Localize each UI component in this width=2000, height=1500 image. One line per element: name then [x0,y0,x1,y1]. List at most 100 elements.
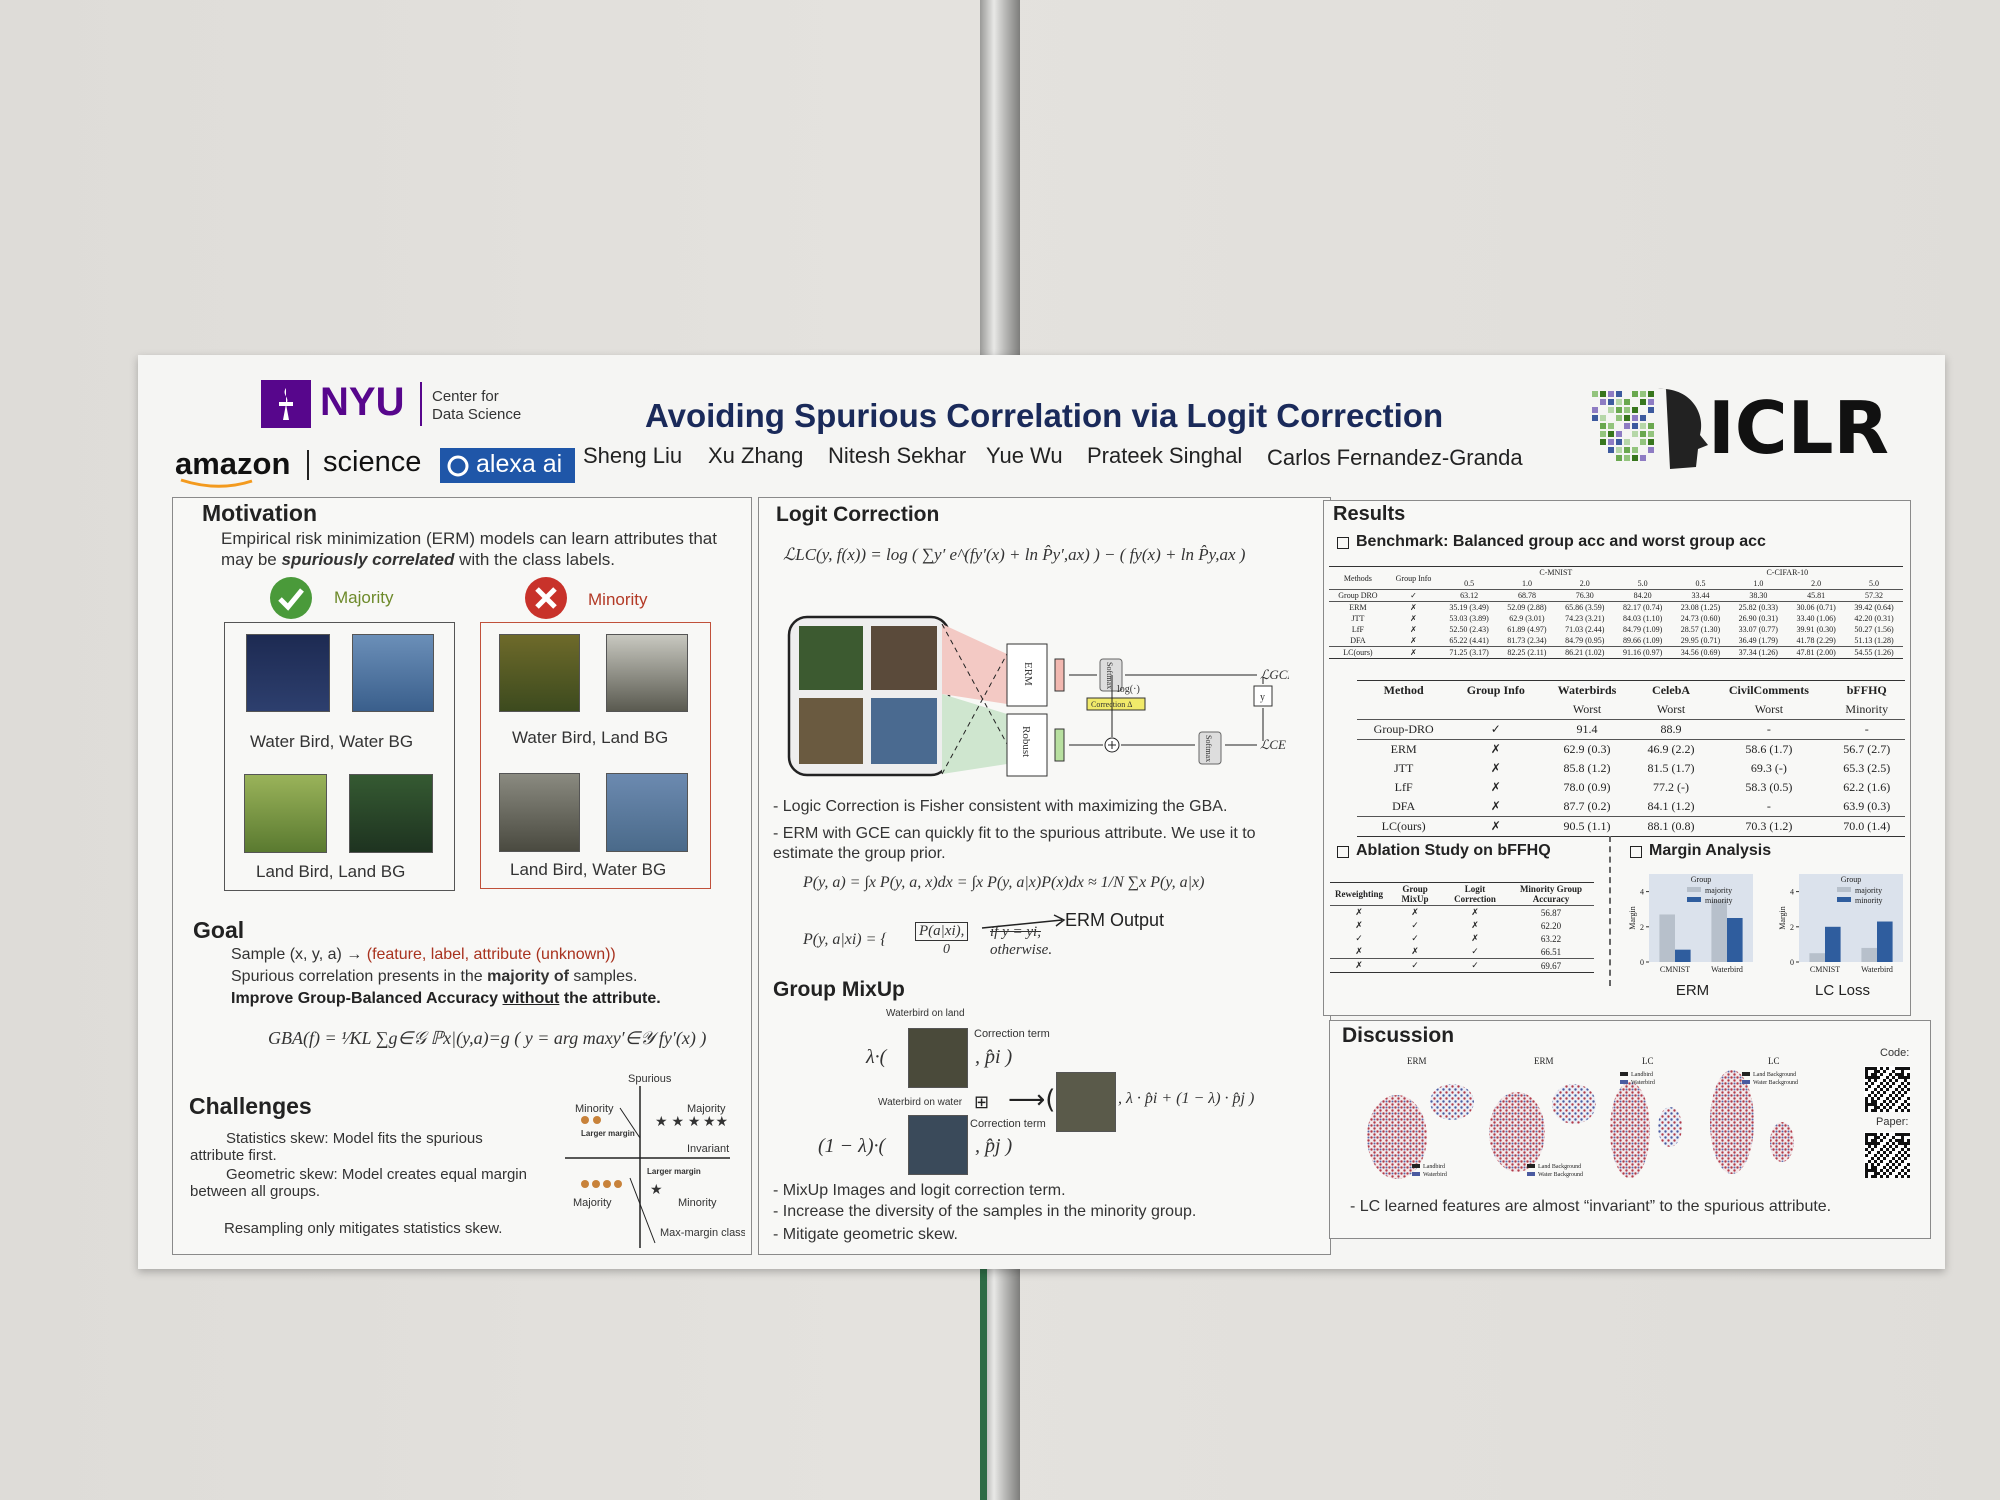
author: Nitesh Sekhar [828,443,967,468]
qr-module [1865,1175,1868,1178]
table-cell: 33.44 [1691,591,1710,600]
qr-module [1880,1073,1883,1076]
qr-module [1871,1175,1874,1178]
pixel [1616,455,1622,461]
qr-module [1895,1175,1898,1178]
alexa-logo: alexa ai [440,448,575,483]
qr-module [1889,1139,1892,1142]
bar [1675,949,1691,962]
qr-module [1883,1136,1886,1139]
pixel [1632,431,1638,437]
qr-module [1871,1076,1874,1079]
cable [980,1262,987,1500]
qr-module [1871,1097,1874,1100]
table-cell: 57.32 [1865,591,1884,600]
qr-module [1868,1076,1871,1079]
qr-module [1898,1106,1901,1109]
qr-module [1886,1097,1889,1100]
chart-label: LC Loss [1814,982,1871,999]
header-cell: CelebA [1652,683,1691,697]
y-tick-label: 4 [1790,888,1794,897]
table-cell: ✗ [1355,960,1363,970]
legend-swatch [1837,887,1851,892]
legend-swatch [1687,897,1701,902]
pixel [1648,399,1654,405]
pixel [1592,415,1598,421]
table-cell: 52.09 (2.88) [1507,603,1547,612]
table-cell: 63.9 (0.3) [1843,799,1891,813]
photo [352,634,434,712]
table-row: JTT ✗ 85.8 (1.2) 81.5 (1.7) 69.3 (-) 65.3 (2.… [1357,759,1905,778]
header-cell: Reweighting [1335,889,1383,899]
pixel [1616,431,1622,437]
diagram-label: Softmax [1204,735,1213,762]
qr-module [1907,1088,1910,1091]
table-cell: 90.5 (1.1) [1563,819,1611,833]
qr-module [1898,1133,1901,1136]
caption: Water Bird, Land BG [512,728,669,747]
qr-module [1868,1145,1871,1148]
pixel [1608,439,1614,445]
photo [1056,1072,1116,1132]
divider [1609,836,1611,986]
header-cell: Methods [1343,573,1372,583]
qr-module [1889,1094,1892,1097]
qr-module [1886,1076,1889,1079]
pixel [1624,423,1630,429]
table-cell: 81.5 (1.7) [1647,761,1695,775]
header-cell: Group Info [1395,573,1432,583]
mixup-term: ⊞ [974,1092,990,1113]
qr-module [1904,1067,1907,1070]
qr-module [1898,1067,1901,1070]
photo [799,626,863,690]
spacer [1357,700,1450,720]
qr-module [1904,1076,1907,1079]
erm-branch [942,624,1007,704]
cluster [1430,1084,1474,1120]
table-row: LfF ✗ 52.50 (2.43) 61.89 (4.97) 71.03 (2.44)… [1329,624,1903,635]
table-cell: 76.30 [1575,591,1594,600]
pixel [1640,439,1646,445]
table-row: LfF ✗ 78.0 (0.9) 77.2 (-) 58.3 (0.5) 62.2 (1.… [1357,778,1905,797]
qr-module [1901,1103,1904,1106]
table-cell: ERM [1390,742,1417,756]
qr-module [1892,1148,1895,1151]
qr-module [1880,1109,1883,1112]
table-cell: 39.91 (0.30) [1796,625,1836,634]
qr-module [1886,1133,1889,1136]
caption: Water Bird, Water BG [250,732,414,751]
qr-module [1865,1163,1868,1166]
diagram-label: Majority [573,1197,612,1209]
photo [606,773,688,852]
pixel [1600,415,1606,421]
motivation-text: Empirical risk minimization (ERM) models… [221,528,751,570]
table-row: DFA ✗ 87.7 (0.2) 84.1 (1.2) - 63.9 (0.3) [1357,797,1905,817]
qr-module [1892,1142,1895,1145]
y-axis-label: Margin [1628,906,1637,929]
table-cell: 91.16 (0.97) [1622,648,1663,657]
qr-module [1865,1148,1868,1151]
challenge-item: Geometric skew: Model creates equal marg… [190,1166,527,1200]
pixel [1624,447,1630,453]
pixel [1608,391,1614,397]
qr-module [1895,1145,1898,1148]
diagram-label: Correction Δ [1091,700,1132,709]
formula: 0 [943,942,950,957]
qr-module [1907,1163,1910,1166]
qr-module [1874,1133,1877,1136]
logits [1054,658,1065,692]
pixel [1608,431,1614,437]
qr-module [1865,1154,1868,1157]
subheader-cell: Worst [1754,702,1784,716]
minority-label: Minority [588,590,648,609]
pixel [1632,455,1638,461]
caption: Land Bird, Water BG [510,860,667,879]
table-cell: 37.34 (1.26) [1738,648,1778,657]
mixup-label: Waterbird on land [886,1008,965,1019]
pixel [1608,399,1614,405]
table-cell: 65.86 (3.59) [1565,603,1605,612]
majority-label: Majority [334,588,394,607]
qr-module [1874,1100,1877,1103]
diagram-label: ℒCE [1260,737,1286,752]
